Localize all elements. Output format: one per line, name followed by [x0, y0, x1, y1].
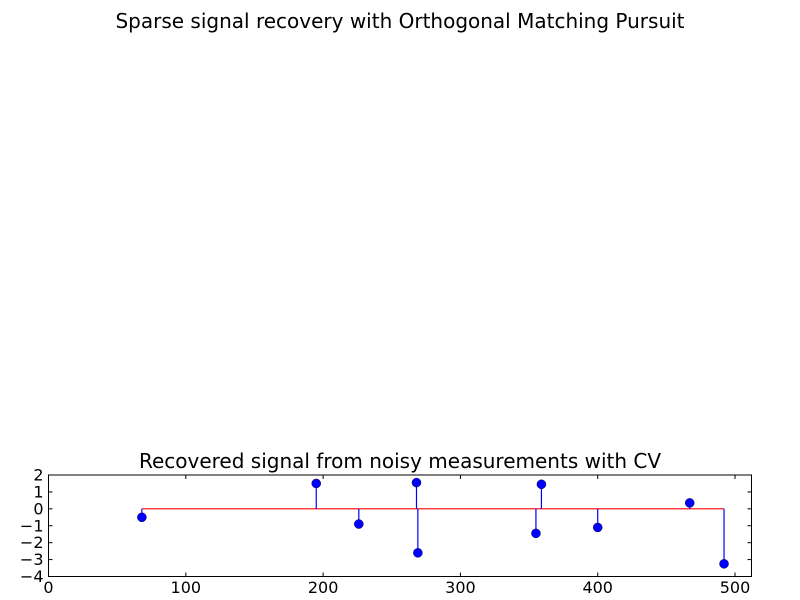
stem-marker: [719, 559, 729, 569]
y-tick-label: −1: [20, 516, 44, 535]
figure-title: Sparse signal recovery with Orthogonal M…: [115, 9, 685, 33]
stem-marker: [684, 498, 695, 508]
x-tick-label: 300: [445, 578, 476, 597]
stem-marker: [536, 479, 547, 490]
stem-marker: [592, 522, 603, 533]
x-tick-label: 200: [308, 578, 339, 597]
y-tick-label: 2: [33, 466, 43, 485]
x-tick-label: 500: [720, 578, 751, 597]
axes-title: Recovered signal from noisy measurements…: [138, 449, 662, 473]
stem-marker: [354, 519, 364, 529]
y-tick-label: 0: [33, 499, 43, 518]
stem-marker: [411, 477, 422, 488]
x-tick-label: 0: [43, 578, 53, 597]
stem-marker: [413, 548, 423, 558]
stem-marker: [311, 478, 321, 489]
y-tick-label: −4: [20, 567, 44, 586]
axes-frame: [48, 474, 752, 577]
stem-marker: [531, 528, 541, 539]
x-tick-label: 100: [171, 578, 202, 597]
y-tick-label: −2: [20, 533, 44, 552]
x-tick-label: 400: [582, 578, 613, 597]
stem-marker: [137, 512, 147, 523]
y-tick-label: 1: [33, 482, 43, 501]
y-tick-label: −3: [20, 550, 44, 569]
